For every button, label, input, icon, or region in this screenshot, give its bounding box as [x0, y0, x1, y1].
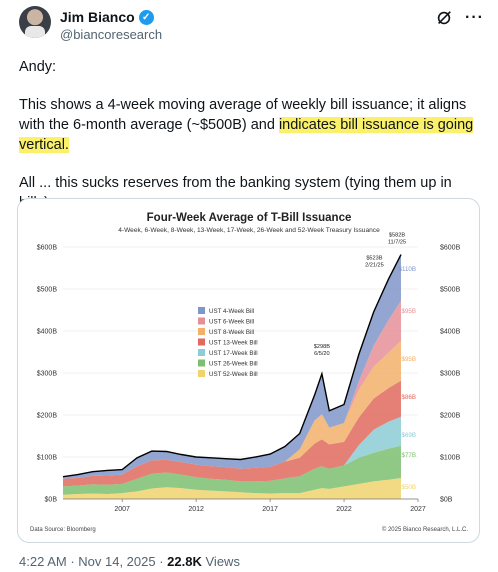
- component-value-label: $69B: [402, 432, 416, 439]
- y-tick-label-right: $200B: [440, 413, 461, 420]
- legend-swatch: [198, 359, 205, 367]
- legend-swatch: [198, 370, 205, 377]
- y-tick-label-right: $100B: [440, 455, 461, 462]
- y-tick-label-left: $0B: [45, 497, 58, 504]
- legend-swatch: [198, 317, 205, 325]
- annotation-value: $582B: [389, 233, 405, 239]
- annotation-date: 11/7/25: [388, 240, 406, 246]
- legend-label: UST 13-Week Bill: [209, 340, 258, 347]
- annotation-value: $298B: [314, 344, 330, 350]
- author-handle[interactable]: @biancoresearch: [60, 27, 163, 42]
- y-tick-label-right: $400B: [440, 329, 461, 336]
- y-tick-label-left: $600B: [37, 245, 58, 252]
- legend-swatch: [198, 328, 205, 335]
- annotation-date: 6/5/20: [314, 351, 330, 357]
- tweet-date[interactable]: Nov 14, 2025: [78, 554, 156, 569]
- y-tick-label-left: $100B: [37, 455, 58, 462]
- component-value-label: $95B: [402, 308, 416, 315]
- author-row: Jim Bianco ✓: [60, 9, 154, 25]
- component-value-label: $50B: [402, 484, 416, 491]
- legend-label: UST 8-Week Bill: [209, 329, 254, 336]
- chart-image[interactable]: Four-Week Average of T-Bill Issuance 4-W…: [17, 198, 480, 543]
- legend-label: UST 6-Week Bill: [209, 319, 254, 326]
- x-tick-label: 2007: [114, 506, 130, 513]
- legend-swatch: [198, 338, 205, 346]
- views-count: 22.8K: [167, 554, 202, 569]
- y-tick-label-left: $200B: [37, 413, 58, 420]
- y-tick-label-right: $500B: [440, 287, 461, 294]
- x-tick-label: 2027: [410, 506, 426, 513]
- legend-label: UST 26-Week Bill: [209, 361, 258, 368]
- tweet-text: This shows a 4-week moving average of we…: [19, 97, 467, 133]
- x-tick-label: 2017: [262, 506, 278, 513]
- x-tick-label: 2022: [336, 506, 352, 513]
- legend-swatch: [198, 349, 205, 356]
- chart-title: Four-Week Average of T-Bill Issuance: [147, 212, 352, 224]
- author-name[interactable]: Jim Bianco: [60, 9, 135, 25]
- y-tick-label-right: $300B: [440, 371, 461, 378]
- tweet-time[interactable]: 4:22 AM: [19, 554, 67, 569]
- avatar[interactable]: [19, 6, 51, 38]
- chart-svg: Four-Week Average of T-Bill Issuance 4-W…: [30, 212, 468, 533]
- views-label: Views: [205, 554, 240, 569]
- component-value-label: $95B: [402, 356, 416, 363]
- tweet-actions: ···: [435, 9, 484, 27]
- more-icon[interactable]: ···: [465, 9, 484, 26]
- legend-label: UST 4-Week Bill: [209, 308, 254, 315]
- tweet-meta: 4:22 AM · Nov 14, 2025 · 22.8K Views: [19, 554, 240, 569]
- component-value-label: $86B: [402, 394, 416, 401]
- chart-copyright: © 2025 Bianco Research, L.L.C.: [382, 526, 468, 533]
- grok-icon[interactable]: [435, 9, 453, 27]
- legend-label: UST 52-Week Bill: [209, 371, 258, 378]
- verified-badge-icon: ✓: [138, 9, 154, 25]
- y-tick-label-left: $300B: [37, 371, 58, 378]
- area-series: [63, 478, 401, 499]
- legend-swatch: [198, 307, 205, 314]
- x-tick-label: 2012: [188, 506, 204, 513]
- component-value-label: $77B: [402, 452, 416, 459]
- component-value-label: $110B: [399, 266, 416, 273]
- total-line: [62, 254, 402, 478]
- tweet-paragraph-2: This shows a 4-week moving average of we…: [19, 95, 484, 155]
- chart-source: Data Source: Bloomberg: [30, 527, 96, 533]
- y-tick-label-left: $500B: [37, 287, 58, 294]
- y-tick-label-right: $0B: [440, 497, 453, 504]
- legend-label: UST 17-Week Bill: [209, 350, 258, 357]
- annotation-date: 2/21/25: [365, 262, 384, 268]
- y-tick-label-left: $400B: [37, 329, 58, 336]
- chart-subtitle: 4-Week, 6-Week, 8-Week, 13-Week, 17-Week…: [118, 227, 380, 234]
- area-series: [63, 380, 401, 487]
- tweet-greeting: Andy:: [19, 59, 57, 75]
- annotation-value: $523B: [366, 255, 382, 261]
- y-tick-label-right: $600B: [440, 245, 461, 252]
- area-series: [63, 445, 401, 495]
